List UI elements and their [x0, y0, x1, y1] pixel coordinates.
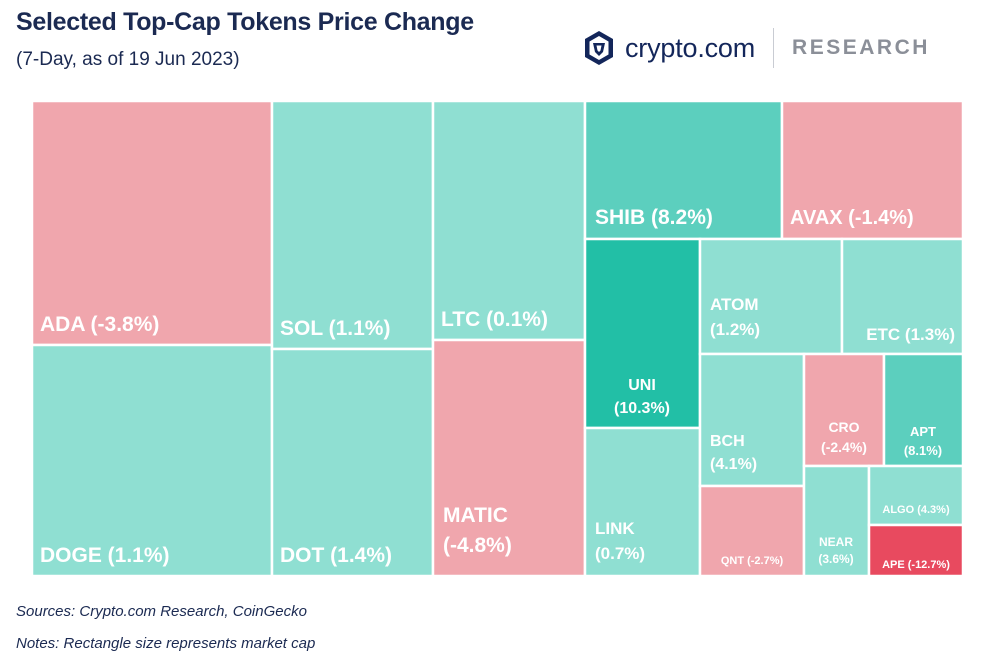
treemap-cell-sol: SOL (1.1%): [270, 99, 435, 351]
logo-wordmark: crypto.com: [625, 32, 756, 63]
treemap-cell-link: LINK (0.7%): [583, 426, 702, 578]
logo-research-label: RESEARCH: [792, 36, 930, 59]
treemap-label-ltc: LTC (0.1%): [441, 308, 548, 331]
treemap-cell-bch: BCH (4.1%): [698, 352, 806, 488]
treemap-cell-ltc: LTC (0.1%): [431, 99, 587, 342]
treemap-label-etc: ETC (1.3%): [866, 325, 955, 344]
crypto-com-shield-icon: [585, 31, 613, 65]
sources-note: Sources: Crypto.com Research, CoinGecko: [16, 603, 307, 620]
treemap-cell-qnt: QNT (-2.7%): [698, 484, 806, 578]
treemap-cell-shib: SHIB (8.2%): [583, 99, 784, 241]
treemap-cell-apt: APT (8.1%): [882, 352, 965, 468]
treemap-label-near: NEAR (3.6%): [818, 535, 853, 566]
brand-logo: crypto.com RESEARCH: [583, 26, 930, 70]
treemap-label-dot: DOT (1.4%): [280, 544, 392, 567]
treemap-cell-matic: MATIC (-4.8%): [431, 338, 587, 578]
treemap-rect-shib: [583, 99, 784, 241]
treemap-rect-link: [583, 426, 702, 578]
treemap-rect-avax: [780, 99, 965, 241]
treemap-label-sol: SOL (1.1%): [280, 317, 390, 340]
treemap-rect-sol: [270, 99, 435, 351]
treemap-rect-algo: [867, 464, 965, 527]
chart-subtitle: (7-Day, as of 19 Jun 2023): [16, 49, 240, 70]
treemap-label-doge: DOGE (1.1%): [40, 544, 170, 567]
treemap-rect-qnt: [698, 484, 806, 578]
treemap-rect-near: [802, 464, 871, 578]
treemap-cell-cro: CRO (-2.4%): [802, 352, 886, 468]
treemap-label-atom: ATOM (1.2%): [710, 295, 760, 339]
treemap-label-ape: APE (-12.7%): [882, 559, 950, 571]
treemap-cell-ada: ADA (-3.8%): [30, 99, 274, 347]
treemap-rect-dot: [270, 347, 435, 578]
logo-divider: [773, 28, 775, 68]
treemap-label-bch: BCH (4.1%): [710, 433, 757, 473]
treemap-label-avax: AVAX (-1.4%): [790, 207, 914, 229]
treemap-label-apt: APT (8.1%): [904, 424, 942, 458]
chart-title: Selected Top-Cap Tokens Price Change: [16, 8, 474, 36]
treemap-label-cro: CRO (-2.4%): [821, 419, 867, 455]
treemap-rect-doge: [30, 343, 274, 578]
treemap-rect-uni: [583, 237, 702, 430]
treemap-label-algo: ALGO (4.3%): [882, 504, 950, 516]
treemap-cell-ape: APE (-12.7%): [867, 523, 965, 578]
treemap-cell-atom: ATOM (1.2%): [698, 237, 844, 356]
notes-note: Notes: Rectangle size represents market …: [16, 635, 316, 652]
treemap-rect-ape: [867, 523, 965, 578]
treemap-cell-near: NEAR (3.6%): [802, 464, 871, 578]
treemap-label-uni: UNI (10.3%): [614, 377, 670, 417]
treemap-cell-avax: AVAX (-1.4%): [780, 99, 965, 241]
treemap-label-shib: SHIB (8.2%): [595, 206, 713, 229]
treemap-rect-apt: [882, 352, 965, 468]
treemap-label-matic: MATIC (-4.8%): [443, 504, 512, 557]
treemap-cell-doge: DOGE (1.1%): [30, 343, 274, 578]
treemap-cell-etc: ETC (1.3%): [840, 237, 965, 356]
treemap-cell-uni: UNI (10.3%): [583, 237, 702, 430]
treemap-cell-algo: ALGO (4.3%): [867, 464, 965, 527]
treemap-label-ada: ADA (-3.8%): [40, 313, 159, 336]
treemap-label-link: LINK (0.7%): [595, 519, 645, 563]
treemap-rect-ltc: [431, 99, 587, 342]
treemap-cell-dot: DOT (1.4%): [270, 347, 435, 578]
treemap-rect-ada: [30, 99, 274, 347]
treemap-rect-matic: [431, 338, 587, 578]
treemap-label-qnt: QNT (-2.7%): [721, 555, 784, 567]
